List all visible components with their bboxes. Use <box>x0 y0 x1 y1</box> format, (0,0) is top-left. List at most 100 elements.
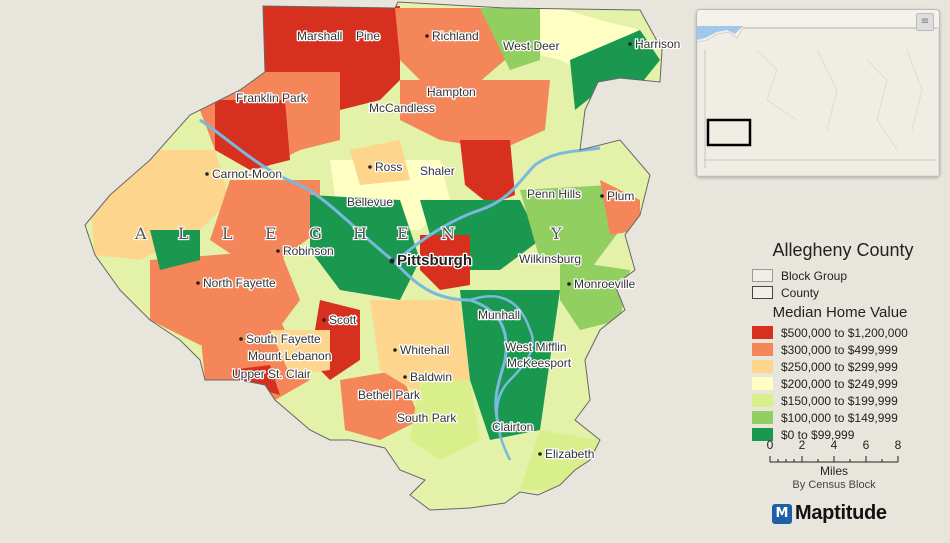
legend-label: Block Group <box>781 268 848 283</box>
place-robinson[interactable]: Robinson <box>276 243 335 259</box>
place-marker <box>196 281 200 285</box>
place-label: Whitehall <box>400 343 449 357</box>
place-west-mifflin[interactable]: West Mifflin <box>504 339 568 356</box>
place-mckeesport[interactable]: McKeesport <box>506 355 573 372</box>
place-marshall[interactable]: Marshall <box>296 28 344 45</box>
scale-tick-label: 6 <box>862 438 870 452</box>
place-label: Baldwin <box>410 370 452 384</box>
place-mccandless[interactable]: McCandless <box>368 100 437 117</box>
maptitude-logo: M Maptitude <box>772 502 887 525</box>
place-label: Wilkinsburg <box>519 252 581 266</box>
legend-swatch <box>752 286 773 299</box>
place-marker <box>393 348 397 352</box>
scale-bar: 0 2 4 6 8 Miles By Census Block <box>764 438 904 498</box>
place-label: Franklin Park <box>236 91 308 105</box>
legend-class-row: $200,000 to $249,999 <box>752 375 942 392</box>
value-area <box>400 80 550 150</box>
value-area <box>460 140 515 205</box>
maptitude-logo-icon: M <box>772 503 792 524</box>
place-penn-hills[interactable]: Penn Hills <box>526 186 583 203</box>
county-letter: E <box>397 224 409 243</box>
legend-subtitle: Median Home Value <box>772 304 908 321</box>
legend-class-row: $500,000 to $1,200,000 <box>752 324 942 341</box>
place-harrison[interactable]: Harrison <box>628 36 682 52</box>
county-letter: H <box>353 224 367 243</box>
place-marker <box>628 42 632 46</box>
legend-label: County <box>781 285 820 300</box>
legend-swatch <box>752 343 773 356</box>
place-label: Harrison <box>635 37 680 51</box>
inset-extent-box <box>706 118 752 147</box>
place-label: Hampton <box>427 85 476 99</box>
value-area <box>215 100 290 170</box>
legend-label: $0 to $99,999 <box>781 427 855 442</box>
legend-swatch <box>752 428 773 441</box>
place-upper-st-clair[interactable]: Upper St. Clair <box>231 366 312 383</box>
scale-note: By Census Block <box>792 479 876 491</box>
place-label: Pittsburgh <box>397 252 472 269</box>
river <box>199 118 508 431</box>
place-pittsburgh[interactable]: Pittsburgh <box>389 251 473 270</box>
place-north-fayette[interactable]: North Fayette <box>196 275 277 291</box>
place-pine[interactable]: Pine <box>355 28 382 45</box>
place-label: West Mifflin <box>505 340 567 354</box>
legend-label: $150,000 to $199,999 <box>781 393 898 408</box>
county-letter: N <box>441 224 455 243</box>
place-clairton[interactable]: Clairton <box>491 419 535 436</box>
county-letter: A <box>134 224 147 243</box>
place-richland[interactable]: Richland <box>425 28 480 44</box>
river <box>394 146 601 264</box>
place-marker <box>205 172 209 176</box>
place-mount-lebanon[interactable]: Mount Lebanon <box>247 348 333 365</box>
place-bethel-park[interactable]: Bethel Park <box>357 387 423 404</box>
legend-swatch <box>752 269 773 282</box>
place-label: Mount Lebanon <box>248 349 331 363</box>
legend-label: $100,000 to $149,999 <box>781 410 898 425</box>
place-marker <box>567 282 571 286</box>
place-monroeville[interactable]: Monroeville <box>567 276 637 292</box>
place-baldwin[interactable]: Baldwin <box>403 369 453 385</box>
place-whitehall[interactable]: Whitehall <box>393 342 451 358</box>
place-label: Richland <box>432 29 479 43</box>
place-plum[interactable]: Plum <box>600 188 636 204</box>
place-munhall[interactable]: Munhall <box>477 307 522 324</box>
place-marker <box>425 34 429 38</box>
value-area <box>270 330 330 375</box>
scale-tick-label: 0 <box>766 438 774 452</box>
county-letter: Y <box>550 224 562 243</box>
place-south-fayette[interactable]: South Fayette <box>239 331 322 347</box>
value-area <box>150 250 300 345</box>
locator-inset-map[interactable]: ≡ <box>696 9 940 177</box>
scale-bar-graphic <box>769 456 899 463</box>
legend-swatch <box>752 377 773 390</box>
place-west-deer[interactable]: West Deer <box>502 38 561 55</box>
value-area <box>480 8 540 70</box>
legend-label: $300,000 to $499,999 <box>781 342 898 357</box>
place-label: Upper St. Clair <box>232 367 311 381</box>
place-south-park[interactable]: South Park <box>396 410 459 427</box>
river <box>469 295 534 461</box>
place-hampton[interactable]: Hampton <box>426 84 477 101</box>
county-letter: L <box>222 224 233 243</box>
county-letter: E <box>265 224 277 243</box>
place-label: Ross <box>375 160 402 174</box>
inset-menu-icon[interactable]: ≡ <box>916 13 934 31</box>
place-scott[interactable]: Scott <box>322 312 358 328</box>
legend-label: $250,000 to $299,999 <box>781 359 898 374</box>
place-wilkinsburg[interactable]: Wilkinsburg <box>518 251 583 268</box>
value-area <box>570 30 660 110</box>
place-bellevue[interactable]: Bellevue <box>346 194 395 211</box>
place-label: Bethel Park <box>358 388 421 402</box>
place-elizabeth[interactable]: Elizabeth <box>538 446 596 462</box>
place-shaler[interactable]: Shaler <box>419 163 456 180</box>
place-franklin-park[interactable]: Franklin Park <box>235 90 309 107</box>
value-area <box>410 380 480 460</box>
place-carnot-moon[interactable]: Carnot-Moon <box>205 166 283 182</box>
maptitude-logo-text: Maptitude <box>795 502 887 524</box>
place-ross[interactable]: Ross <box>368 159 404 175</box>
legend-class-row: $150,000 to $199,999 <box>752 392 942 409</box>
place-label: Robinson <box>283 244 334 258</box>
place-label: North Fayette <box>203 276 276 290</box>
